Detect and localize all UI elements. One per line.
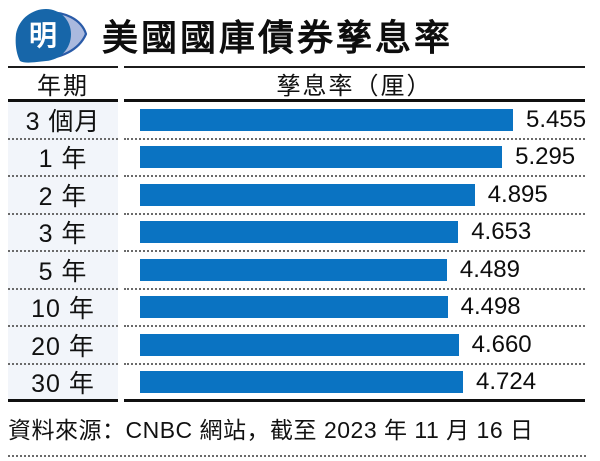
- yield-row: 5.295: [124, 140, 585, 177]
- yield-bar: [140, 333, 459, 356]
- yield-bar: [140, 146, 503, 169]
- mingpao-logo-icon: 明: [15, 8, 88, 63]
- yield-bar: [140, 258, 447, 281]
- page-title: 美國國庫債券孳息率: [102, 16, 454, 58]
- term-label: 10 年: [8, 289, 118, 327]
- yield-bar: [140, 221, 459, 244]
- yield-row: 5.455: [124, 102, 587, 140]
- yield-table: 年期 孳息率（厘） 3 個月 5.455 1 年 5.295 2 年 4.895…: [8, 66, 586, 402]
- term-label: 30 年: [8, 364, 118, 402]
- yield-value: 4.498: [460, 293, 521, 321]
- yield-row: 4.653: [124, 215, 585, 252]
- yield-value: 4.895: [487, 180, 548, 208]
- column-header-term: 年期: [8, 66, 118, 102]
- term-label: 3 年: [8, 214, 118, 252]
- yield-row: 4.498: [124, 290, 585, 327]
- term-label: 3 個月: [8, 102, 118, 140]
- yield-bar: [140, 108, 513, 131]
- yield-row: 4.724: [124, 365, 585, 402]
- source-note: 資料來源：CNBC 網站，截至 2023 年 11 月 16 日: [8, 402, 586, 457]
- yield-row: 4.895: [124, 177, 585, 215]
- term-label: 2 年: [8, 177, 118, 215]
- column-header-yield: 孳息率（厘）: [124, 66, 585, 102]
- yield-row: 4.489: [124, 252, 585, 290]
- yield-value: 4.724: [476, 367, 537, 395]
- term-label: 1 年: [8, 139, 118, 177]
- yield-bar: [140, 296, 448, 319]
- yield-value: 5.295: [515, 143, 576, 171]
- yield-value: 4.660: [471, 330, 532, 358]
- yield-bar: [140, 370, 463, 393]
- yield-value: 5.455: [526, 105, 587, 133]
- term-label: 20 年: [8, 327, 118, 365]
- yield-value: 4.653: [471, 218, 532, 246]
- yield-bar: [140, 183, 475, 206]
- masthead: 明 美國國庫債券孳息率: [0, 0, 600, 64]
- yield-row: 4.660: [124, 327, 585, 365]
- term-label: 5 年: [8, 252, 118, 290]
- logo-char: 明: [29, 20, 57, 51]
- yield-value: 4.489: [459, 255, 520, 283]
- logo-balloon: [15, 8, 71, 63]
